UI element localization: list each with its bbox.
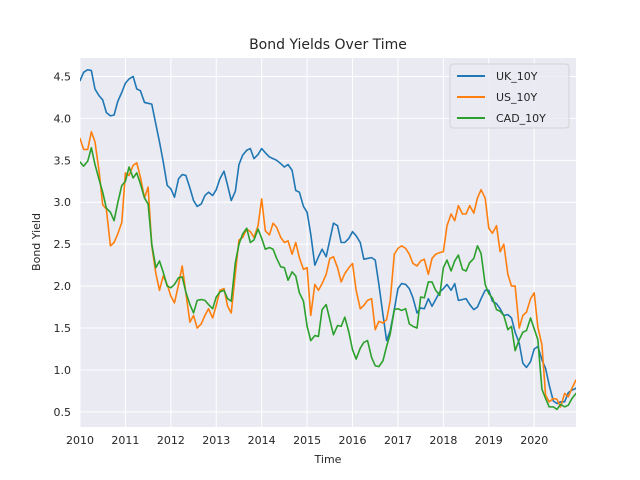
x-tick-label: 2017 [384, 434, 412, 447]
y-tick-label: 2.0 [54, 280, 72, 293]
x-axis-label: Time [314, 453, 342, 466]
y-tick-label: 4.0 [54, 112, 72, 125]
y-tick-label: 0.5 [54, 406, 72, 419]
y-axis-label: Bond Yield [30, 213, 43, 271]
x-tick-label: 2014 [248, 434, 276, 447]
legend: UK_10Y US_10Y CAD_10Y [449, 63, 570, 129]
legend-box [449, 63, 570, 129]
x-tick-label: 2016 [339, 434, 367, 447]
legend-label: US_10Y [496, 91, 538, 104]
y-tick-label: 3.5 [54, 154, 72, 167]
x-gridlines [79, 58, 535, 427]
x-tick-label: 2020 [520, 434, 548, 447]
y-tick-label: 1.0 [54, 364, 72, 377]
series-line-cad-10y [80, 146, 576, 411]
legend-label: CAD_10Y [496, 112, 546, 125]
y-tick-label: 3.0 [54, 196, 72, 209]
x-tick-label: 2015 [293, 434, 321, 447]
x-tick-label: 2018 [429, 434, 457, 447]
y-tick-label: 2.5 [54, 238, 72, 251]
x-tick-label: 2019 [475, 434, 503, 447]
x-tick-label: 2012 [157, 434, 185, 447]
x-tick-label: 2013 [202, 434, 230, 447]
x-tick-label: 2010 [66, 434, 94, 447]
y-tick-labels: 0.5 1.0 1.5 2.0 2.5 3.0 3.5 4.0 4.5 [54, 70, 72, 418]
legend-label: UK_10Y [496, 70, 538, 83]
y-tick-label: 4.5 [54, 70, 72, 83]
x-tick-label: 2011 [111, 434, 139, 447]
series-lines [80, 68, 576, 411]
x-tick-labels: 2010 2011 2012 2013 2014 2015 2016 2017 2018 2019… [66, 434, 548, 447]
chart-title: Bond Yields Over Time [249, 37, 407, 53]
y-tick-label: 1.5 [54, 322, 72, 335]
